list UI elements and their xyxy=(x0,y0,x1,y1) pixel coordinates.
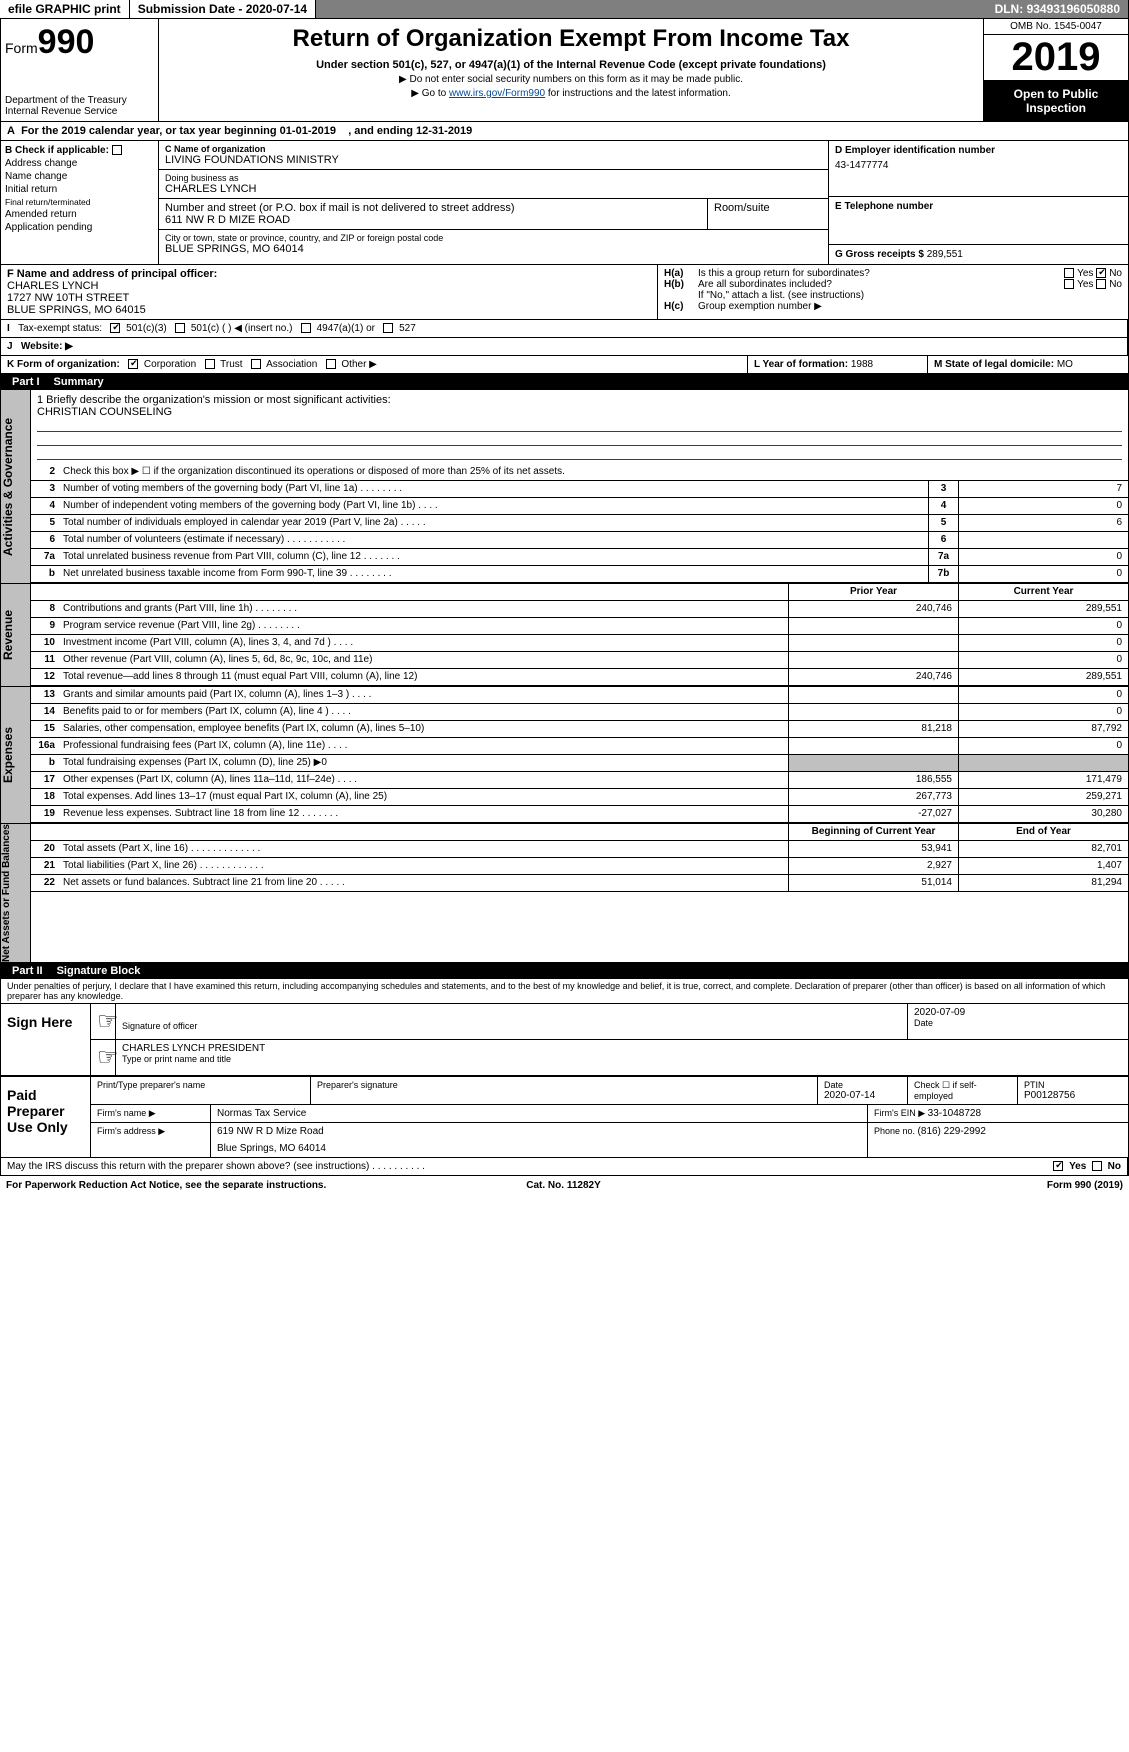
cb-address-change[interactable]: Address change xyxy=(5,158,154,169)
summary-line: 6Total number of volunteers (estimate if… xyxy=(31,532,1128,549)
tax-exempt-row: I Tax-exempt status: 501(c)(3) 501(c) ( … xyxy=(0,320,1129,338)
summary-line: 22Net assets or fund balances. Subtract … xyxy=(31,875,1128,892)
governance-label: Activities & Governance xyxy=(1,390,31,583)
summary-line: bTotal fundraising expenses (Part IX, co… xyxy=(31,755,1128,772)
officer-name: CHARLES LYNCH PRESIDENT xyxy=(122,1043,1122,1054)
netassets-label: Net Assets or Fund Balances xyxy=(1,824,31,962)
principal-officer: CHARLES LYNCH 1727 NW 10TH STREET BLUE S… xyxy=(7,280,651,316)
firm-addr2: Blue Springs, MO 64014 xyxy=(217,1143,861,1154)
irs-link[interactable]: www.irs.gov/Form990 xyxy=(449,88,545,99)
sign-date: 2020-07-09 xyxy=(914,1007,1122,1018)
summary-line: 9Program service revenue (Part VIII, lin… xyxy=(31,618,1128,635)
tax-year: 2019 xyxy=(984,35,1128,81)
summary-expenses: Expenses 13Grants and similar amounts pa… xyxy=(0,687,1129,824)
firm-ein: 33-1048728 xyxy=(928,1108,981,1119)
cb-amended[interactable]: Amended return xyxy=(5,209,154,220)
summary-line: 18Total expenses. Add lines 13–17 (must … xyxy=(31,789,1128,806)
org-info-block: B Check if applicable: Address change Na… xyxy=(0,141,1129,265)
summary-line: 8Contributions and grants (Part VIII, li… xyxy=(31,601,1128,618)
form-title: Return of Organization Exempt From Incom… xyxy=(165,25,977,53)
prep-date: 2020-07-14 xyxy=(824,1090,901,1101)
summary-line: 7aTotal unrelated business revenue from … xyxy=(31,549,1128,566)
paid-preparer-label: Paid Preparer Use Only xyxy=(1,1077,91,1157)
subtitle-3: ▶ Go to www.irs.gov/Form990 for instruct… xyxy=(165,88,977,99)
form-number: Form990 xyxy=(5,23,154,62)
website-row: J Website: ▶ xyxy=(0,338,1129,356)
cb-final-return[interactable]: Final return/terminated xyxy=(5,197,154,207)
summary-line: 13Grants and similar amounts paid (Part … xyxy=(31,687,1128,704)
year-formation: 1988 xyxy=(851,359,873,370)
subtitle-2: ▶ Do not enter social security numbers o… xyxy=(165,74,977,85)
cb-initial-return[interactable]: Initial return xyxy=(5,184,154,195)
firm-addr1: 619 NW R D Mize Road xyxy=(217,1126,861,1137)
box-b: B Check if applicable: Address change Na… xyxy=(1,141,159,264)
paid-preparer-block: Paid Preparer Use Only Print/Type prepar… xyxy=(0,1077,1129,1158)
summary-line: 2Check this box ▶ ☐ if the organization … xyxy=(31,464,1128,481)
expenses-label: Expenses xyxy=(1,687,31,823)
summary-revenue: Revenue Prior YearCurrent Year 8Contribu… xyxy=(0,584,1129,687)
summary-line: 5Total number of individuals employed in… xyxy=(31,515,1128,532)
summary-line: 19Revenue less expenses. Subtract line 1… xyxy=(31,806,1128,823)
subtitle-1: Under section 501(c), 527, or 4947(a)(1)… xyxy=(165,59,977,71)
perjury-text: Under penalties of perjury, I declare th… xyxy=(0,979,1129,1004)
submission-date: Submission Date - 2020-07-14 xyxy=(130,0,316,18)
summary-line: 4Number of independent voting members of… xyxy=(31,498,1128,515)
summary-netassets: Net Assets or Fund Balances Beginning of… xyxy=(0,824,1129,963)
footer: For Paperwork Reduction Act Notice, see … xyxy=(0,1176,1129,1195)
summary-line: 10Investment income (Part VIII, column (… xyxy=(31,635,1128,652)
gross-receipts: 289,551 xyxy=(927,249,963,260)
part-ii-header: Part IISignature Block xyxy=(0,963,1129,979)
street-address: 611 NW R D MIZE ROAD xyxy=(165,214,701,226)
org-form-row: K Form of organization: Corporation Trus… xyxy=(0,356,1129,374)
summary-governance: Activities & Governance 1 Briefly descri… xyxy=(0,390,1129,584)
summary-line: 3Number of voting members of the governi… xyxy=(31,481,1128,498)
summary-line: 12Total revenue—add lines 8 through 11 (… xyxy=(31,669,1128,686)
cb-pending[interactable]: Application pending xyxy=(5,222,154,233)
period-row: A For the 2019 calendar year, or tax yea… xyxy=(0,122,1129,141)
firm-name: Normas Tax Service xyxy=(211,1105,868,1122)
dln: DLN: 93493196050880 xyxy=(987,0,1129,18)
state-domicile: MO xyxy=(1057,359,1073,370)
summary-line: 15Salaries, other compensation, employee… xyxy=(31,721,1128,738)
ptin: P00128756 xyxy=(1024,1090,1122,1101)
ein: 43-1477774 xyxy=(835,160,1122,171)
summary-line: 21Total liabilities (Part X, line 26) . … xyxy=(31,858,1128,875)
form-header: Form990 Department of the Treasury Inter… xyxy=(0,18,1129,122)
firm-phone: (816) 229-2992 xyxy=(918,1126,986,1137)
mission-text: CHRISTIAN COUNSELING xyxy=(37,406,1122,418)
dba: CHARLES LYNCH xyxy=(165,183,822,195)
sign-here-label: Sign Here xyxy=(1,1004,91,1075)
summary-line: 14Benefits paid to or for members (Part … xyxy=(31,704,1128,721)
efile-label: efile GRAPHIC print xyxy=(0,0,130,18)
summary-line: bNet unrelated business taxable income f… xyxy=(31,566,1128,583)
part-i-header: Part ISummary xyxy=(0,374,1129,390)
revenue-label: Revenue xyxy=(1,584,31,686)
cb-name-change[interactable]: Name change xyxy=(5,171,154,182)
summary-line: 11Other revenue (Part VIII, column (A), … xyxy=(31,652,1128,669)
org-name: LIVING FOUNDATIONS MINISTRY xyxy=(165,154,822,166)
department: Department of the Treasury Internal Reve… xyxy=(5,95,154,117)
top-bar: efile GRAPHIC print Submission Date - 20… xyxy=(0,0,1129,18)
summary-line: 16aProfessional fundraising fees (Part I… xyxy=(31,738,1128,755)
omb-number: OMB No. 1545-0047 xyxy=(984,19,1128,35)
sign-block: Sign Here ☞ Signature of officer 2020-07… xyxy=(0,1004,1129,1077)
officer-group-row: F Name and address of principal officer:… xyxy=(0,265,1129,320)
summary-line: 20Total assets (Part X, line 16) . . . .… xyxy=(31,841,1128,858)
city-state-zip: BLUE SPRINGS, MO 64014 xyxy=(165,243,822,255)
discuss-row: May the IRS discuss this return with the… xyxy=(0,1158,1129,1176)
summary-line: 17Other expenses (Part IX, column (A), l… xyxy=(31,772,1128,789)
open-inspection: Open to Public Inspection xyxy=(984,81,1128,121)
